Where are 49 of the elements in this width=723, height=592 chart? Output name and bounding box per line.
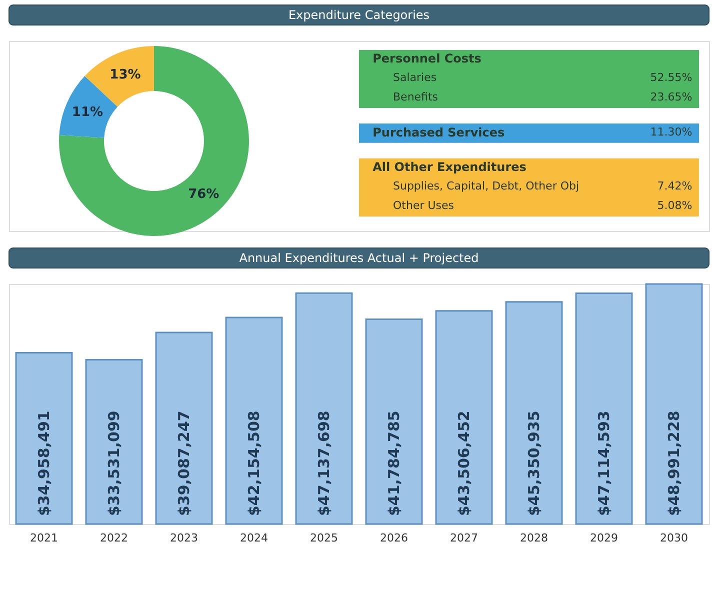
text: 52.55%: [650, 71, 692, 84]
category-label: Other Uses: [393, 198, 454, 212]
x-tick-label: 2025: [310, 532, 338, 544]
data-label: $42,154,508: [245, 410, 263, 516]
text: 7.42%: [657, 179, 692, 192]
bar: [155, 332, 213, 525]
donut-slice: [84, 46, 154, 107]
data-label: $43,506,452: [455, 410, 473, 516]
text: 5.08%: [657, 198, 692, 212]
bar: [435, 310, 493, 525]
category-label: Salaries: [393, 71, 437, 84]
data-label: $39,087,247: [175, 410, 193, 516]
text: Expenditure Categories: [288, 8, 430, 22]
data-label: $33,531,099: [105, 410, 123, 516]
data-label: $47,114,593: [595, 410, 613, 516]
x-tick-label: 2027: [450, 532, 478, 544]
bar: [15, 352, 73, 525]
text: All Other Expenditures: [372, 160, 526, 174]
x-tick-label: 2022: [100, 532, 128, 544]
x-tick-label: 2026: [380, 532, 408, 544]
bar: [295, 292, 353, 525]
text: 23.65%: [650, 90, 692, 104]
x-tick-label: 2029: [590, 532, 618, 544]
x-tick-label: 2028: [520, 532, 548, 544]
data-label: 11%: [72, 105, 104, 120]
data-label: $47,137,698: [315, 410, 333, 516]
chart-title: Annual Expenditures Actual + Projected: [239, 251, 479, 265]
bar: [505, 301, 563, 525]
bar: [365, 318, 423, 525]
data-label: 13%: [110, 67, 141, 82]
data-label: 76%: [188, 186, 220, 202]
data-label: $41,784,785: [385, 410, 403, 516]
bar: [225, 316, 283, 525]
data-label: $45,350,935: [525, 410, 543, 516]
x-tick-label: 2021: [30, 532, 58, 544]
data-label: $34,958,491: [35, 410, 53, 516]
bar: [645, 283, 703, 525]
bar: [575, 292, 633, 525]
x-tick-label: 2030: [660, 532, 688, 544]
text: Personnel Costs: [372, 52, 482, 66]
donut-slice: [59, 46, 249, 236]
category-label: Benefits: [393, 90, 438, 104]
category-label: Purchased Services: [372, 125, 505, 140]
bar: [85, 358, 143, 525]
x-tick-label: 2024: [240, 532, 268, 544]
text: 11.30%: [650, 125, 692, 138]
category-label: Supplies, Capital, Debt, Other Obj: [393, 179, 580, 192]
data-label: $48,991,228: [665, 410, 683, 516]
x-tick-label: 2023: [170, 532, 198, 544]
